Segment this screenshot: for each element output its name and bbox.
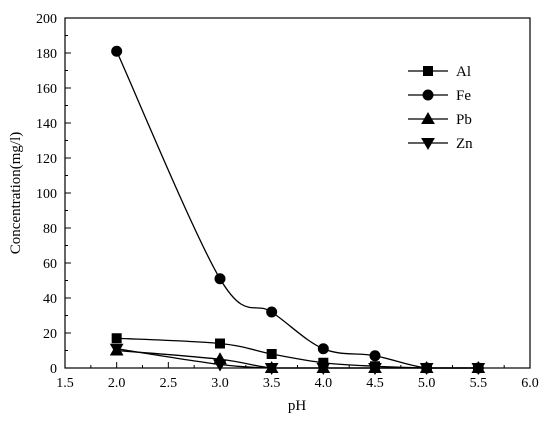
legend-marker-fe — [422, 89, 434, 101]
y-tick-label: 20 — [43, 327, 57, 342]
x-tick-label: 4.0 — [315, 376, 333, 391]
y-tick-label: 60 — [43, 257, 57, 272]
legend-marker-pb — [421, 111, 435, 124]
y-tick-label: 140 — [36, 117, 57, 132]
legend-label: Fe — [456, 88, 471, 104]
x-tick-label: 1.5 — [56, 376, 74, 391]
data-point-al — [266, 349, 277, 359]
legend-item-zn: Zn — [408, 136, 473, 152]
y-tick-label: 0 — [50, 362, 57, 377]
data-point-al — [215, 338, 225, 349]
x-tick-label: 2.5 — [160, 376, 178, 391]
data-point-zn — [419, 363, 434, 376]
x-tick-label: 2.0 — [108, 376, 126, 391]
data-point-zn — [368, 363, 382, 376]
y-axis-title: Concentration(mg/l) — [8, 132, 24, 254]
data-point-zn — [316, 363, 331, 376]
legend-item-fe: Fe — [408, 88, 471, 104]
data-point-zn — [213, 359, 227, 372]
x-tick-label: 5.5 — [470, 376, 488, 391]
series-zn — [109, 343, 486, 376]
y-tick-label: 100 — [36, 187, 57, 202]
x-axis: 1.5 2.0 2.5 3.0 3.5 4.0 4.5 5.0 5.5 6.0 — [56, 362, 539, 391]
y-tick-label: 200 — [36, 12, 57, 27]
y-tick-label: 160 — [36, 82, 57, 97]
legend-item-al: Al — [408, 64, 471, 80]
y-tick-label: 40 — [43, 292, 57, 307]
data-point-fe — [266, 306, 278, 318]
data-point-al — [111, 333, 122, 344]
x-axis-title: pH — [288, 398, 307, 414]
legend-label: Pb — [456, 112, 472, 128]
legend-item-pb: Pb — [408, 111, 472, 128]
series-layer — [109, 45, 486, 376]
legend-label: Al — [456, 64, 471, 80]
y-axis: 0 20 40 60 80 100 120 140 160 180 200 — [36, 12, 71, 377]
y-tick-label: 180 — [36, 47, 57, 62]
x-tick-label: 6.0 — [521, 376, 539, 391]
data-point-fe — [317, 343, 329, 355]
x-tick-label: 3.0 — [211, 376, 229, 391]
data-point-zn — [109, 343, 124, 356]
data-point-zn — [471, 363, 486, 376]
data-point-fe — [214, 273, 226, 285]
x-tick-label: 5.0 — [418, 376, 436, 391]
legend-marker-al — [423, 66, 433, 76]
data-point-fe — [111, 45, 123, 57]
y-tick-label: 80 — [43, 222, 57, 237]
legend: Al Fe Pb Zn — [408, 64, 473, 152]
data-point-zn — [264, 363, 279, 376]
data-point-fe — [369, 350, 381, 362]
legend-marker-zn — [421, 138, 435, 151]
legend-label: Zn — [456, 136, 473, 152]
y-tick-label: 120 — [36, 152, 57, 167]
x-tick-label: 4.5 — [366, 376, 384, 391]
x-tick-label: 3.5 — [263, 376, 281, 391]
